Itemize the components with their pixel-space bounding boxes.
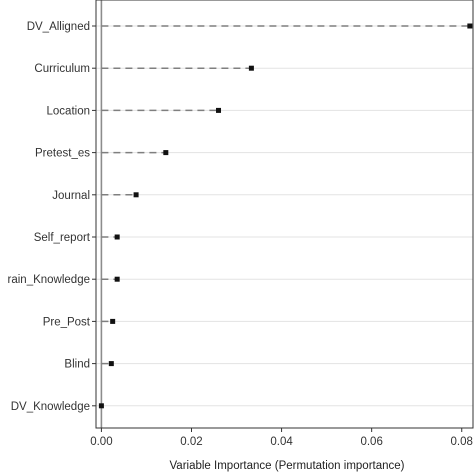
y-tick-label: Journal [52,190,90,202]
grid-lines [96,25,473,407]
x-axis-title: Variable Importance (Permutation importa… [169,460,404,472]
plot-panel-border [95,0,474,429]
importance-point [467,23,473,29]
y-tick-label: rain_Knowledge [8,274,90,286]
x-tick-label: 0.04 [270,436,293,448]
y-tick-label: Pretest_es [35,148,90,160]
y-tick-label: Pre_Post [43,316,91,328]
importance-point [163,150,169,156]
x-tick-label: 0.06 [360,436,382,448]
importance-point [110,318,116,324]
importance-point [108,361,114,367]
importance-point [216,107,222,113]
importance-point [98,403,104,409]
x-tick-label: 0.00 [90,436,112,448]
y-tick-label: Curriculum [34,63,90,75]
importance-point [133,192,139,198]
importance-point [114,276,120,282]
y-tick-label: Location [47,105,90,117]
y-tick-label: Self_report [34,232,91,244]
importance-point [248,65,254,71]
y-tick-label: Blind [64,359,90,371]
x-tick-label: 0.08 [451,436,473,448]
importance-segments [101,25,470,365]
y-tick-label: DV_Alligned [27,21,90,33]
importance-points [98,23,473,409]
importance-point [114,234,120,240]
x-tick-label: 0.02 [180,436,202,448]
y-tick-label: DV_Knowledge [11,401,90,413]
y-axis: DV_Alligned Curriculum Location Pretest_es J… [8,21,96,413]
x-axis: 0.00 0.02 0.04 0.06 0.08 [90,428,473,448]
